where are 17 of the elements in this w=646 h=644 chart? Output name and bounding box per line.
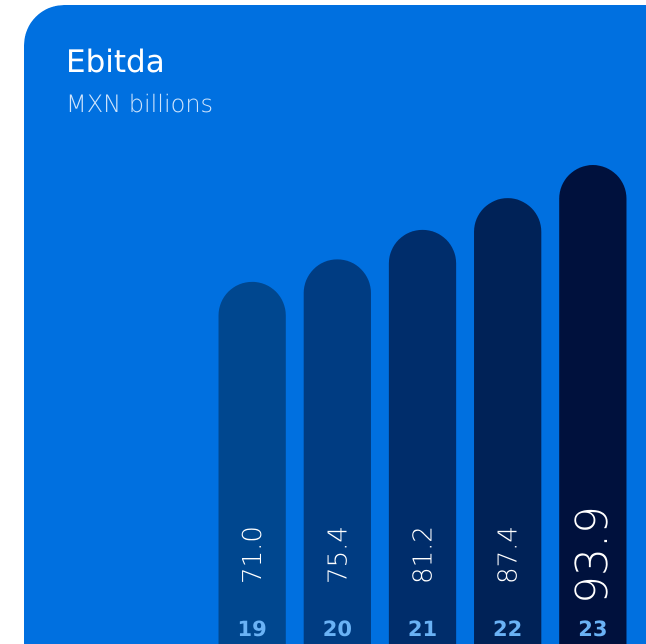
bar	[388, 230, 456, 644]
chart-subtitle: MXN billions	[66, 90, 214, 118]
bar	[474, 198, 542, 644]
data-label: 87.4	[494, 526, 524, 584]
bar	[218, 282, 286, 644]
data-label: 75.4	[323, 526, 354, 584]
bar	[559, 165, 626, 644]
chart-title: Ebitda	[66, 44, 165, 80]
x-tick-label: 20	[322, 617, 352, 641]
x-tick-label: 22	[493, 617, 522, 641]
data-label: 81.2	[408, 526, 438, 584]
x-tick-label: 21	[408, 617, 438, 641]
x-tick-label: 19	[238, 617, 267, 641]
data-label: 93.9	[566, 506, 618, 604]
x-tick-label: 23	[578, 617, 608, 641]
data-label: 71.0	[238, 526, 268, 584]
bar	[304, 259, 371, 644]
